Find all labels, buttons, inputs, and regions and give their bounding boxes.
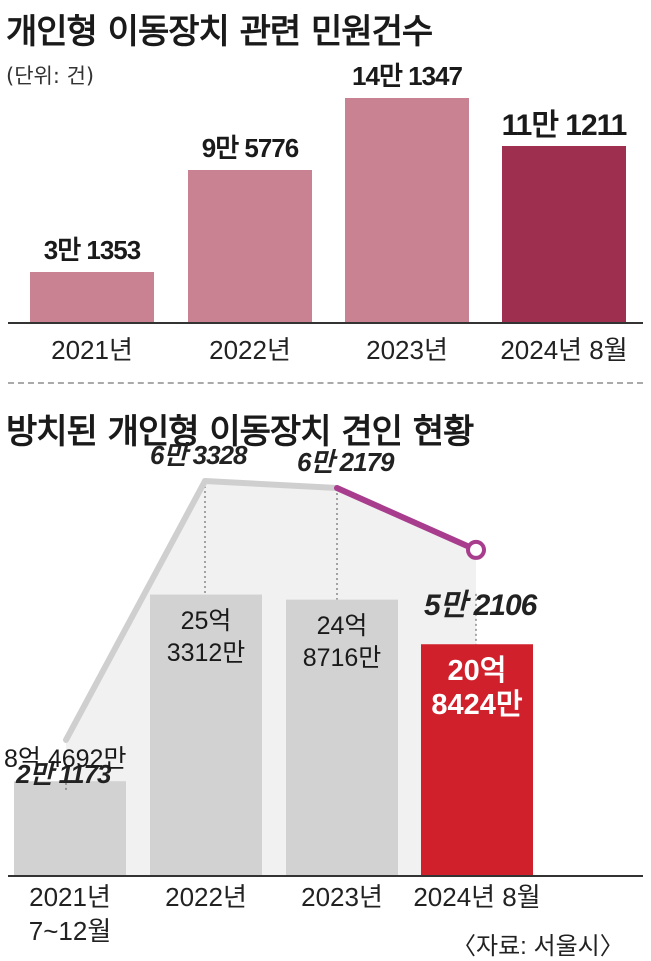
legend-count-label: 견인 건수	[466, 484, 565, 512]
complaint-bar	[188, 170, 312, 322]
towing-count-label: 6만 2179	[297, 447, 394, 478]
towing-category-label-line: 2023년	[301, 882, 383, 912]
towing-cost-label-line: 8716만	[302, 643, 382, 672]
towing-count-line-segment	[202, 477, 340, 492]
bottom-chart-title: 방치된 개인형 이동장치 견인 현황	[6, 412, 474, 452]
source-note: 〈자료: 서울시〉	[452, 933, 624, 960]
towing-category-label: 2022년	[126, 880, 286, 914]
towing-count-point	[466, 539, 486, 560]
towing-category-label-line: 2021년	[29, 882, 111, 912]
legend-count-suffix: (건)	[564, 484, 605, 512]
complaint-bar	[30, 272, 154, 322]
towing-cost-label-line: 24억	[316, 611, 368, 640]
towing-cost-label: 20억 8424만	[421, 654, 533, 722]
complaint-value-label: 3만 1353	[43, 235, 141, 266]
towing-cost-bar	[14, 781, 126, 875]
top-chart-title: 개인형 이동장치 관련 민원건수	[6, 12, 433, 52]
legend-count: 견인 건수(건)	[456, 474, 615, 518]
towing-category-label-line: 2024년 8월	[413, 882, 541, 912]
complaint-bar	[502, 145, 626, 322]
towing-count-area	[66, 480, 476, 875]
towing-cost-label-line: 8424만	[431, 689, 523, 722]
complaint-category-label: 2021년	[51, 335, 133, 365]
top-chart-unit: (단위: 건)	[6, 64, 95, 88]
towing-cost-label: 25억 3312만	[150, 605, 262, 669]
towing-cost-bar	[286, 599, 398, 875]
towing-cost-label-line: 25억	[180, 606, 232, 635]
towing-count-label: 6만 3328	[150, 439, 247, 470]
legend-cost-suffix: (원)	[560, 802, 601, 830]
towing-count-label: 2만 1173	[16, 758, 112, 789]
towing-category-label: 2024년 8월	[397, 880, 557, 914]
complaint-value-label: 11만 1211	[501, 108, 628, 142]
towing-cost-bar	[421, 644, 533, 875]
section-divider	[8, 382, 643, 384]
towing-cost-label-line: 20억	[447, 655, 507, 688]
towing-category-label-line: 7~12월	[28, 916, 112, 946]
complaint-value-label: 9만 5776	[201, 133, 299, 164]
towing-category-label-line: 2022년	[165, 882, 247, 912]
towing-cost-label: 8억 4692만	[4, 743, 156, 775]
complaint-category-label: 2024년 8월	[500, 335, 628, 365]
complaint-value-label: 14만 1347	[352, 60, 463, 91]
towing-cost-label: 24억 8716만	[286, 610, 398, 674]
towing-cost-bar	[150, 594, 262, 875]
towing-cost-label-line: 8억 4692만	[4, 745, 127, 774]
towing-cost-label-line: 3312만	[166, 638, 246, 667]
top-chart-baseline	[8, 322, 643, 324]
bottom-chart-baseline	[8, 875, 643, 877]
complaint-category-label: 2023년	[366, 335, 448, 365]
towing-category-label: 2021년 7~12월	[0, 880, 150, 948]
complaint-category-label: 2022년	[209, 335, 291, 365]
towing-count-line-segment	[63, 477, 208, 743]
towing-count-label: 5만 2106	[424, 588, 537, 622]
towing-category-label: 2023년	[262, 880, 422, 914]
towing-count-line-segment	[334, 485, 479, 553]
complaint-bar	[345, 97, 469, 322]
